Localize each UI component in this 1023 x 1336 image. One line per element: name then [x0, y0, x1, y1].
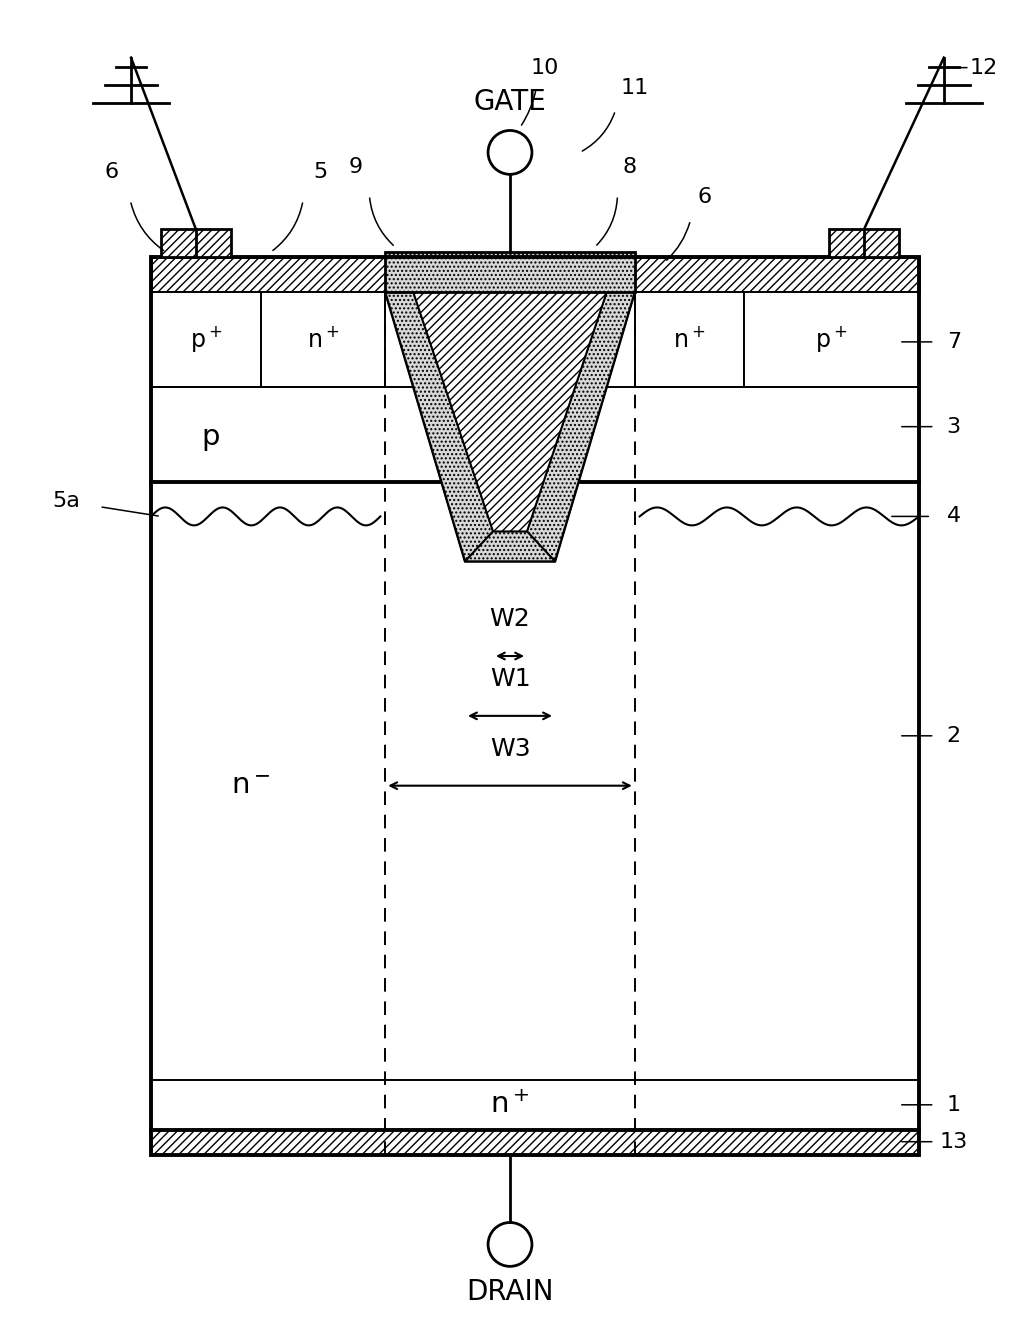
Polygon shape [465, 532, 554, 561]
Text: 8: 8 [623, 158, 636, 178]
Text: 6: 6 [698, 187, 712, 207]
Polygon shape [413, 293, 607, 532]
Text: n$^+$: n$^+$ [307, 327, 340, 351]
Polygon shape [386, 253, 634, 293]
Text: n$^+$: n$^+$ [673, 327, 706, 351]
Text: 2: 2 [946, 725, 961, 745]
Text: 7: 7 [946, 331, 961, 351]
Text: W2: W2 [490, 607, 530, 631]
Text: 4: 4 [946, 506, 961, 526]
Text: 3: 3 [946, 417, 961, 437]
Text: W1: W1 [490, 667, 530, 691]
Text: 5: 5 [313, 163, 327, 182]
Polygon shape [151, 1079, 919, 1130]
Text: 6: 6 [104, 163, 118, 182]
Text: 12: 12 [970, 57, 997, 77]
Polygon shape [151, 257, 919, 293]
Text: p: p [202, 422, 220, 450]
Text: p$^+$: p$^+$ [815, 325, 848, 354]
Polygon shape [151, 1130, 919, 1154]
Polygon shape [386, 253, 634, 293]
Polygon shape [151, 257, 919, 1154]
Polygon shape [829, 230, 899, 257]
Text: DRAIN: DRAIN [466, 1279, 553, 1307]
Polygon shape [161, 230, 231, 257]
Polygon shape [527, 293, 634, 561]
Polygon shape [634, 293, 745, 386]
Text: 10: 10 [531, 57, 560, 77]
Polygon shape [151, 293, 261, 386]
Text: n$^-$: n$^-$ [231, 772, 270, 800]
Text: 11: 11 [621, 77, 649, 98]
Text: W3: W3 [490, 736, 530, 760]
Polygon shape [261, 293, 386, 386]
Polygon shape [745, 293, 919, 386]
Text: 5a: 5a [52, 492, 80, 512]
Text: 13: 13 [940, 1132, 968, 1152]
Polygon shape [386, 293, 493, 561]
Polygon shape [386, 293, 634, 561]
Text: 9: 9 [349, 158, 362, 178]
Text: 1: 1 [946, 1094, 961, 1114]
Text: n$^+$: n$^+$ [490, 1090, 530, 1118]
Text: p$^+$: p$^+$ [189, 325, 222, 354]
Text: GATE: GATE [474, 87, 546, 115]
